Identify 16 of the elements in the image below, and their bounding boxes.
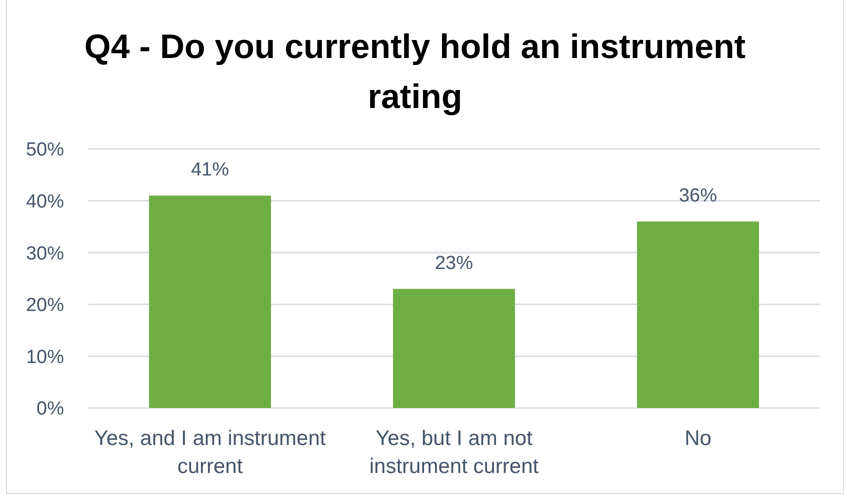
chart-title: Q4 - Do you currently hold an instrument rating bbox=[83, 27, 747, 118]
x-tick-label: No bbox=[684, 427, 712, 450]
x-tick-label: Yes, and I am instrument current bbox=[94, 427, 326, 478]
data-label: 41% bbox=[190, 160, 230, 181]
y-tick-label: 40% bbox=[26, 192, 64, 213]
bar bbox=[637, 222, 759, 408]
x-tick-label: Yes, but I am not instrument current bbox=[369, 427, 539, 478]
bar bbox=[393, 288, 515, 408]
data-label: 23% bbox=[434, 252, 474, 274]
y-tick-label: 30% bbox=[26, 243, 64, 264]
y-tick-label: 50% bbox=[26, 140, 64, 161]
y-tick-label: 10% bbox=[26, 346, 64, 368]
y-tick-label: 20% bbox=[26, 295, 64, 316]
data-label: 36% bbox=[678, 186, 718, 207]
bar bbox=[149, 196, 271, 408]
y-tick-label: 0% bbox=[36, 398, 64, 420]
